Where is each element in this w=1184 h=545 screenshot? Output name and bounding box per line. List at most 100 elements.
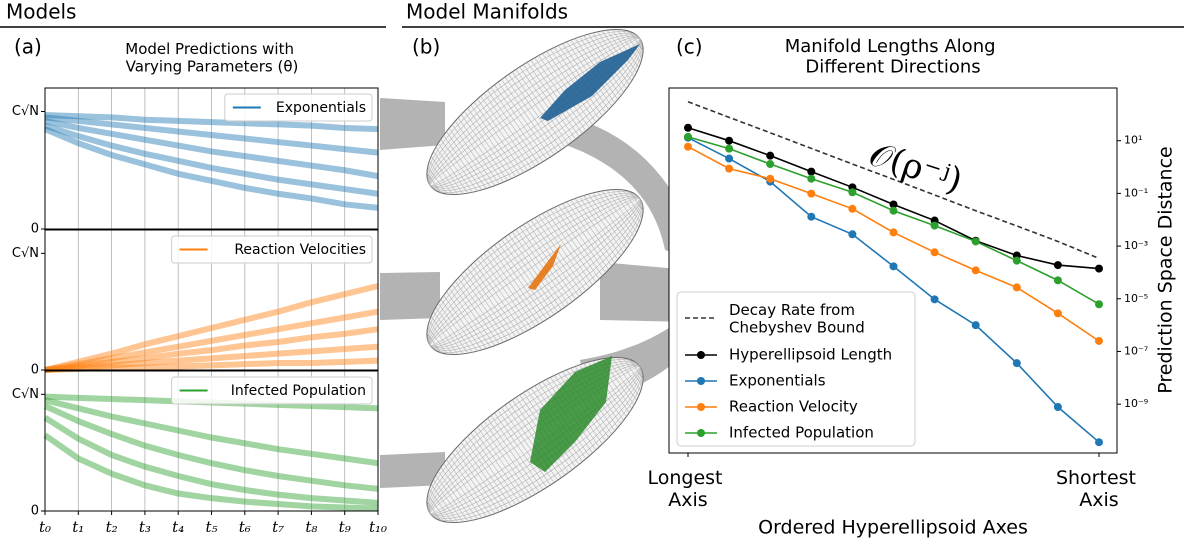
mesh-line — [497, 241, 551, 318]
mesh-line — [431, 316, 459, 355]
marker — [1012, 256, 1021, 265]
mesh-line — [449, 287, 491, 348]
x-tick-label: t₂ — [106, 518, 118, 536]
marker — [807, 212, 816, 221]
mesh-line — [508, 234, 562, 310]
curve — [44, 308, 379, 373]
y-tick-label: 10⁻⁵ — [1124, 292, 1148, 305]
mesh-line — [438, 471, 473, 521]
y-tick-label: C√N — [12, 387, 39, 402]
mesh-line — [427, 326, 448, 355]
x-axis-label: Ordered Hyperellipsoid Axes — [758, 517, 1028, 539]
mesh-line — [504, 76, 558, 153]
axes-frame — [44, 87, 379, 230]
mesh-line — [464, 111, 512, 179]
marker — [725, 154, 734, 163]
mesh-line — [487, 90, 540, 165]
header: Model Manifolds — [406, 0, 568, 24]
mesh-line — [487, 250, 540, 325]
mesh-line — [431, 484, 459, 523]
marker — [1053, 261, 1062, 270]
marker — [889, 200, 898, 209]
mesh-line — [440, 467, 478, 520]
mesh-line — [457, 277, 504, 343]
mesh-line — [622, 189, 643, 218]
mesh-line — [473, 429, 524, 501]
mesh-line — [570, 199, 616, 264]
mesh-line — [494, 244, 547, 320]
x-tick-label: t₇ — [272, 518, 284, 536]
mesh-line — [606, 189, 637, 233]
manifold — [530, 356, 612, 472]
mesh-line — [574, 198, 619, 260]
mesh-line — [449, 127, 491, 188]
manifold — [528, 244, 561, 290]
marker — [1095, 300, 1103, 309]
legend-label: Infected Population — [729, 424, 874, 442]
x-tick-label: t₈ — [305, 518, 317, 536]
axes-frame — [44, 229, 379, 371]
mesh-line — [542, 213, 593, 286]
mesh-line — [480, 95, 532, 169]
x-tick-label: t₆ — [239, 518, 251, 536]
mesh-line — [497, 409, 551, 486]
mesh-line — [473, 101, 524, 173]
marker — [1012, 283, 1021, 292]
legend-label: Reaction Velocity — [729, 398, 858, 416]
mesh-line — [490, 415, 544, 490]
marker — [930, 221, 939, 230]
mesh-line — [443, 463, 482, 519]
marker — [930, 295, 939, 304]
mesh-line — [487, 418, 540, 493]
curve — [43, 415, 379, 506]
y-tick-label: 10⁻³ — [1124, 239, 1148, 252]
x-tick-label: Longest Axis — [647, 467, 728, 511]
mesh-line — [583, 195, 624, 253]
marker — [848, 204, 857, 213]
mesh-line — [629, 31, 644, 52]
x-tick-label: t₉ — [339, 518, 351, 536]
mesh-line — [611, 29, 639, 68]
marker — [684, 142, 692, 151]
mesh-line — [470, 104, 520, 175]
mesh-line — [629, 191, 644, 212]
curve — [44, 112, 379, 133]
mesh-line — [490, 87, 544, 162]
mesh-line — [467, 107, 516, 177]
series-line — [687, 101, 1100, 260]
mesh-line — [617, 189, 641, 224]
marker — [725, 136, 734, 145]
legend-label: Hyperellipsoid Length — [729, 346, 892, 364]
mesh-line — [470, 264, 520, 335]
mesh-line — [554, 207, 603, 277]
mesh-line — [429, 160, 453, 195]
mesh-line — [431, 156, 459, 195]
mesh-line — [426, 172, 441, 193]
marker — [848, 188, 857, 197]
mesh-line — [526, 62, 580, 137]
marker — [1053, 276, 1062, 285]
mesh-line — [515, 69, 569, 145]
marker — [766, 151, 775, 160]
x-tick-label: t₄ — [172, 518, 184, 536]
mesh-line — [497, 81, 551, 158]
mesh-line — [433, 311, 464, 355]
marker — [889, 228, 898, 237]
x-tick-label: t₁ — [72, 518, 84, 536]
mesh-line — [435, 147, 469, 194]
curve — [43, 432, 379, 512]
marker — [1053, 309, 1062, 318]
mesh-line — [433, 151, 464, 195]
mesh-line — [435, 475, 469, 522]
mesh-line — [467, 435, 516, 505]
mesh-line — [622, 29, 643, 58]
mesh-line — [515, 229, 569, 305]
mesh-line — [470, 432, 520, 503]
mesh-line — [433, 479, 464, 523]
connector — [380, 98, 445, 150]
legend-label: Infected Population — [231, 383, 366, 399]
mesh-line — [611, 357, 639, 396]
legend-box — [171, 376, 373, 405]
marker — [889, 206, 898, 215]
panel-label: (b) — [412, 35, 440, 59]
